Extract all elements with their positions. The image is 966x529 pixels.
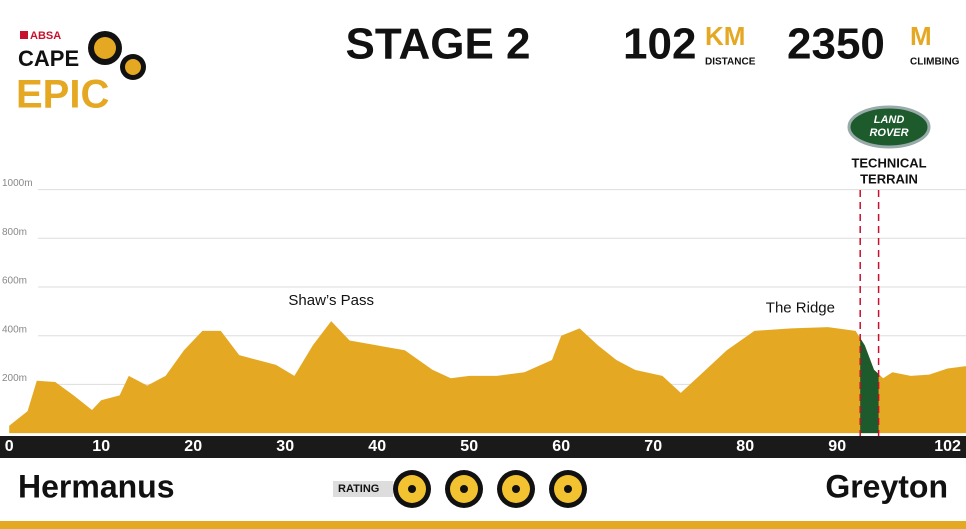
x-tick-label: 70 <box>644 438 662 455</box>
x-tick-label: 40 <box>368 438 386 455</box>
rating-gear-hub <box>408 485 416 493</box>
rating-gear-hub <box>564 485 572 493</box>
badge-text: LAND <box>874 114 905 126</box>
rating-tag <box>333 481 393 497</box>
sponsor-label: TECHNICAL <box>851 155 926 170</box>
logo-mark <box>20 31 28 39</box>
start-name: Hermanus <box>18 468 175 504</box>
x-tick-label: 0 <box>5 438 14 455</box>
logo-gear <box>125 59 141 75</box>
badge-text: ROVER <box>869 127 908 139</box>
distance-value: 102 <box>623 20 696 69</box>
finish-name: Greyton <box>825 468 948 504</box>
y-tick-label: 600m <box>2 276 27 287</box>
logo: ABSA CAPE EPIC <box>16 30 146 117</box>
x-tick-label: 10 <box>92 438 110 455</box>
climbing-label: CLIMBING <box>910 57 960 68</box>
climbing-unit: M <box>910 21 932 51</box>
sponsor-badge: LAND ROVER TECHNICAL TERRAIN <box>847 105 931 186</box>
x-tick-label: 20 <box>184 438 202 455</box>
x-tick-label: 102 <box>934 438 961 455</box>
x-tick-label: 30 <box>276 438 294 455</box>
x-tick-label: 50 <box>460 438 478 455</box>
sponsor-label: TERRAIN <box>860 171 918 186</box>
climbing-value: 2350 <box>787 20 885 69</box>
x-tick-label: 80 <box>736 438 754 455</box>
axis-band <box>0 436 966 458</box>
stage-title: STAGE 2 <box>345 20 530 69</box>
rating-label: RATING <box>338 483 379 495</box>
peak-label: The Ridge <box>766 299 835 316</box>
bottom-strip <box>0 521 966 529</box>
distance-unit: KM <box>705 21 745 51</box>
rating-gear-hub <box>460 485 468 493</box>
technical-terrain-area <box>860 338 879 434</box>
x-tick-label: 90 <box>828 438 846 455</box>
peak-label: Shaw’s Pass <box>288 292 374 309</box>
logo-brand: ABSA <box>30 30 61 42</box>
badge-oval <box>847 105 931 149</box>
x-tick-label: 60 <box>552 438 570 455</box>
logo-line1: CAPE <box>18 46 79 71</box>
logo-gear <box>94 37 116 59</box>
y-tick-label: 1000m <box>2 178 33 189</box>
rating-gear-hub <box>512 485 520 493</box>
logo-line2: EPIC <box>16 73 109 117</box>
y-tick-label: 400m <box>2 324 27 335</box>
y-tick-label: 800m <box>2 227 27 238</box>
distance-label: DISTANCE <box>705 57 756 68</box>
y-tick-label: 200m <box>2 373 27 384</box>
elevation-area <box>9 321 966 434</box>
